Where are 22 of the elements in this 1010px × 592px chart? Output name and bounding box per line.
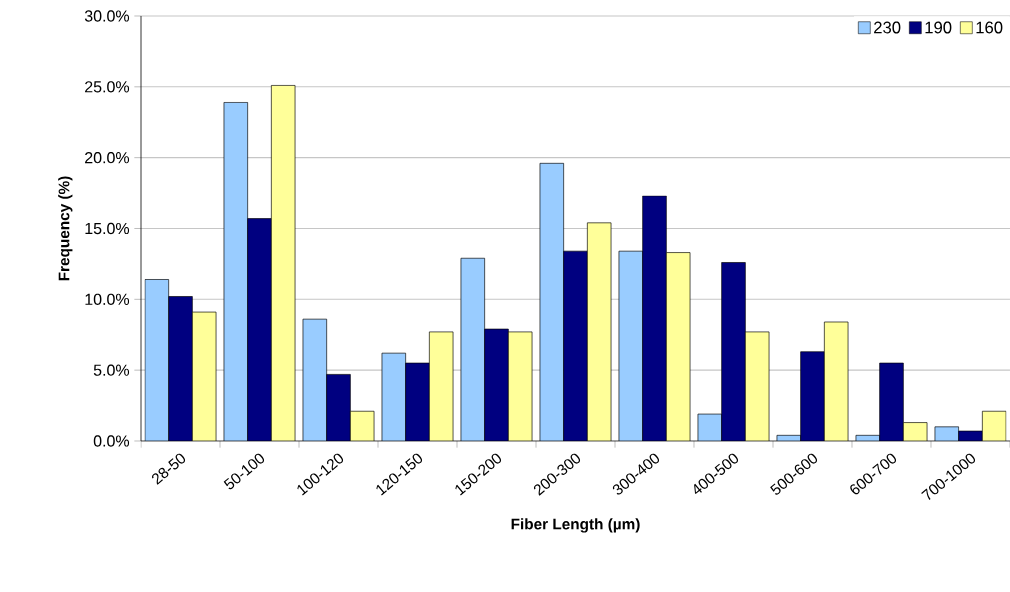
bar [405,362,430,441]
x-axis-title: Fiber Length (µm) [511,518,640,533]
legend-label: 190 [925,21,952,34]
bar [800,351,825,441]
y-tick-label: 15.0% [85,222,130,235]
legend-label: 230 [874,21,901,34]
y-tick-label: 25.0% [85,81,130,93]
y-tick-label: 20.0% [85,152,130,164]
y-axis-title: Frequency (%) [58,176,73,281]
bar [563,250,588,441]
bar [168,296,193,441]
bar [484,328,509,441]
y-tick-label: 10.0% [85,293,130,305]
y-tick-label: 30.0% [84,10,130,22]
bar [642,195,667,441]
y-tick-label: 0.0% [93,435,130,447]
bar [326,374,351,441]
bar [721,262,746,441]
bar [247,218,272,441]
y-tick-label: 5.0% [93,364,130,376]
legend-label: 160 [976,21,1003,34]
bar [879,362,904,441]
